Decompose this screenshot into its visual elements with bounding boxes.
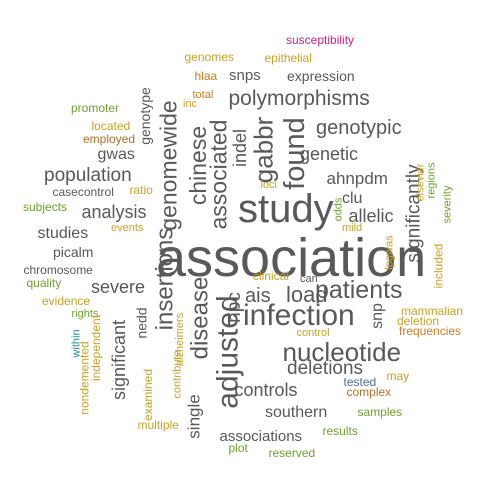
word-nondemented: nondemented (77, 341, 92, 415)
word-analysis: analysis (81, 202, 147, 222)
word-snp: snp (368, 303, 386, 329)
word-epithelial: epithelial (264, 51, 312, 65)
word-allelic: allelic (348, 206, 394, 226)
word-promoter: promoter (71, 101, 120, 115)
word-mild: mild (342, 221, 363, 234)
word-located: located (91, 119, 131, 133)
word-loci: loci (260, 178, 278, 191)
word-examined: examined (141, 368, 156, 422)
word-hlaa: hlaa (194, 69, 218, 83)
word-nucleotide: nucleotide (282, 337, 402, 367)
word-control: control (296, 326, 330, 339)
word-patients: patients (315, 275, 403, 304)
word-single: single (184, 393, 204, 439)
word-genotypic: genotypic (316, 117, 402, 139)
word-genomewide: genomewide (155, 99, 182, 231)
word-can: can (300, 272, 318, 285)
word-reserved: reserved (268, 446, 316, 460)
word-frequencies: frequencies (399, 324, 462, 338)
word-susceptibility: susceptibility (286, 33, 355, 47)
word-ais: ais (245, 285, 271, 307)
word-gabbr: gabbr (247, 116, 278, 184)
word-rights: rights (71, 307, 99, 320)
word-study: study (238, 187, 334, 231)
word-load: load (286, 282, 328, 307)
word-infection: infection (243, 299, 355, 332)
word-evidence: evidence (42, 294, 91, 308)
word-picalm: picalm (53, 244, 94, 260)
word-ratio: ratio (129, 183, 153, 197)
word-association: association (156, 228, 427, 288)
word-total: total (192, 88, 214, 101)
word-quality: quality (26, 276, 62, 290)
word-genomes: genomes (184, 50, 234, 64)
word-tested: tested (343, 375, 377, 389)
word-odds: odds (332, 197, 345, 221)
word-significant: significant (109, 319, 130, 401)
word-genetic: genetic (300, 144, 359, 164)
word-employed: employed (83, 132, 136, 146)
word-clu: clu (342, 190, 363, 207)
word-casecontrol: casecontrol (52, 185, 114, 199)
word-severity: severity (441, 185, 454, 223)
word-npc: npc (223, 291, 245, 323)
word-snps: snps (229, 66, 261, 84)
word-expression: expression (287, 68, 355, 84)
word-clinical: clinical (253, 269, 290, 283)
word-multiple: multiple (137, 418, 179, 432)
word-chromosome: chromosome (23, 263, 93, 277)
word-included: included (430, 243, 445, 289)
word-polymorphisms: polymorphisms (228, 86, 370, 110)
word-complex: complex (346, 385, 392, 399)
word-population: population (44, 164, 132, 186)
word-may: may (386, 369, 410, 383)
word-associations: associations (219, 427, 303, 445)
word-subjects: subjects (23, 200, 68, 214)
word-deletions: deletions (287, 357, 364, 379)
word-alzheimers: alzheimers (173, 312, 186, 366)
word-severe: severe (91, 277, 146, 297)
word-lpgwas: lpgwas (383, 234, 396, 270)
word-ahnpdm: ahnpdm (326, 168, 388, 188)
word-inc: inc (183, 97, 198, 110)
word-studies: studies (37, 225, 89, 242)
word-mammalian: mammalian (401, 304, 464, 318)
word-southern: southern (265, 404, 328, 421)
word-gwas: gwas (97, 146, 135, 163)
word-samples: samples (357, 405, 403, 419)
word-deletion: deletion (397, 314, 440, 328)
word-plot: plot (228, 441, 248, 455)
word-events: events (111, 221, 144, 234)
word-indel: indel (230, 128, 251, 168)
word-regions: regions (425, 161, 438, 199)
word-genotype: genotype (136, 87, 153, 145)
word-nedd: nedd (133, 307, 150, 339)
word-results: results (322, 424, 358, 438)
word-controls: controls (234, 380, 298, 400)
word-chinese: chinese (184, 125, 211, 205)
word-disease: disease (185, 276, 213, 360)
word-independent: independent (89, 314, 104, 382)
